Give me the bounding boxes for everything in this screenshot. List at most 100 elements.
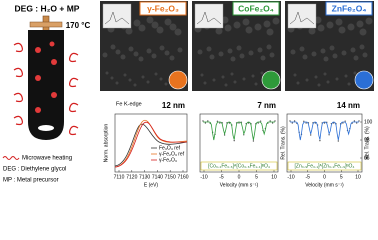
texture [269,52,275,58]
texture [224,83,228,87]
texture [224,24,232,32]
texture [141,75,145,79]
data-dot [204,122,207,124]
data-dot [319,139,321,142]
texture [197,49,203,55]
formula: [Zn₀.₉Fe₀.₁]ᴬ[Zn₀.₁Fe₁.₉]ᴮO₄ [295,163,355,169]
y-tick-label: 100 [364,119,373,125]
data-dot [353,120,356,122]
x-tick-label: 10 [355,174,361,180]
texture [227,48,233,54]
texture [230,56,236,62]
legend-item: MP : Metal precursor [3,178,59,184]
spectrum [114,123,188,167]
texture [221,16,229,24]
texture [164,50,170,56]
x-tick-label: 10 [271,174,277,180]
x-label: Velocity (mm s⁻¹) [305,182,344,188]
texture [335,77,339,81]
legend-item: Fe₃O₄ ref [159,145,181,151]
size-label: 14 nm [337,101,360,110]
texture [332,53,338,59]
reactor-panel: DEG : H₂O + MP 170 °C Microwave heating … [2,3,90,184]
material-label: γ-Fe₂O₃ [147,3,179,13]
texture [164,18,172,26]
inset [194,3,224,29]
texture [154,72,158,76]
data-dot [314,122,316,124]
texture [254,23,262,31]
texture [326,80,330,84]
texture [317,24,325,32]
texture [146,16,154,24]
texture [159,77,163,81]
texture [151,53,157,59]
texture [230,72,234,76]
texture [296,81,300,85]
data-dot [356,122,358,124]
texture [311,51,317,57]
texture [209,54,215,60]
y-label: Rel. Trans. (%) [280,126,286,160]
texture [212,78,216,82]
legend-item: DEG : Diethylene glycol [3,167,66,173]
x-tick-label: -10 [287,174,294,180]
y-label: Norm. absorption [103,124,109,163]
texture [260,55,266,61]
texture [110,76,114,80]
data-dot [271,122,274,124]
stir-bar [38,125,54,131]
texture [146,80,150,84]
data-dot [269,120,271,122]
nanoparticle [354,70,374,90]
texture [206,46,212,52]
x-tick-label: 7120 [126,174,137,180]
texture [159,45,165,51]
inset [102,3,132,29]
formula-box [287,161,362,171]
texture [272,17,280,25]
texture [200,73,204,77]
particles [35,41,57,113]
nanoparticle [168,70,188,90]
texture [102,52,108,58]
texture [146,48,152,54]
legend-item: γ-Fe₂O₃ [159,157,177,163]
texture [260,71,264,75]
data-dot [333,122,335,124]
data-dot [289,120,291,122]
plot-frame [114,113,188,173]
legend-item: γ-Fe₂O₃ ref [159,151,185,157]
texture [320,48,326,54]
texture [347,82,351,86]
formula: [Co₀.₄Fe₀.₆]ᴬ[Co₀.₆Fe₁.₄]ᴮO₄ [208,163,270,169]
texture [123,73,127,77]
texture [128,78,132,82]
data-dot [202,120,204,122]
texture [356,20,364,28]
texture [203,81,207,85]
texture [221,75,225,79]
inset-curve [104,11,130,25]
texture [151,21,159,29]
texture [266,44,272,50]
fit-curve [203,121,275,141]
texture [326,21,334,29]
texture [125,27,133,35]
texture [105,71,109,75]
formula-box [200,161,278,171]
texture [233,80,237,84]
size-label: 12 nm [162,101,185,110]
data-dot [233,139,235,142]
texture [169,23,177,31]
fit-curve [290,121,359,141]
texture [115,49,121,55]
texture [138,56,144,62]
x-tick-label: 7140 [152,174,163,180]
nanoparticle [261,70,281,90]
size-label: 7 nm [257,101,276,110]
data-dot [342,122,344,124]
data-dot [228,122,231,124]
x-tick-label: -5 [306,174,311,180]
texture [314,75,318,79]
